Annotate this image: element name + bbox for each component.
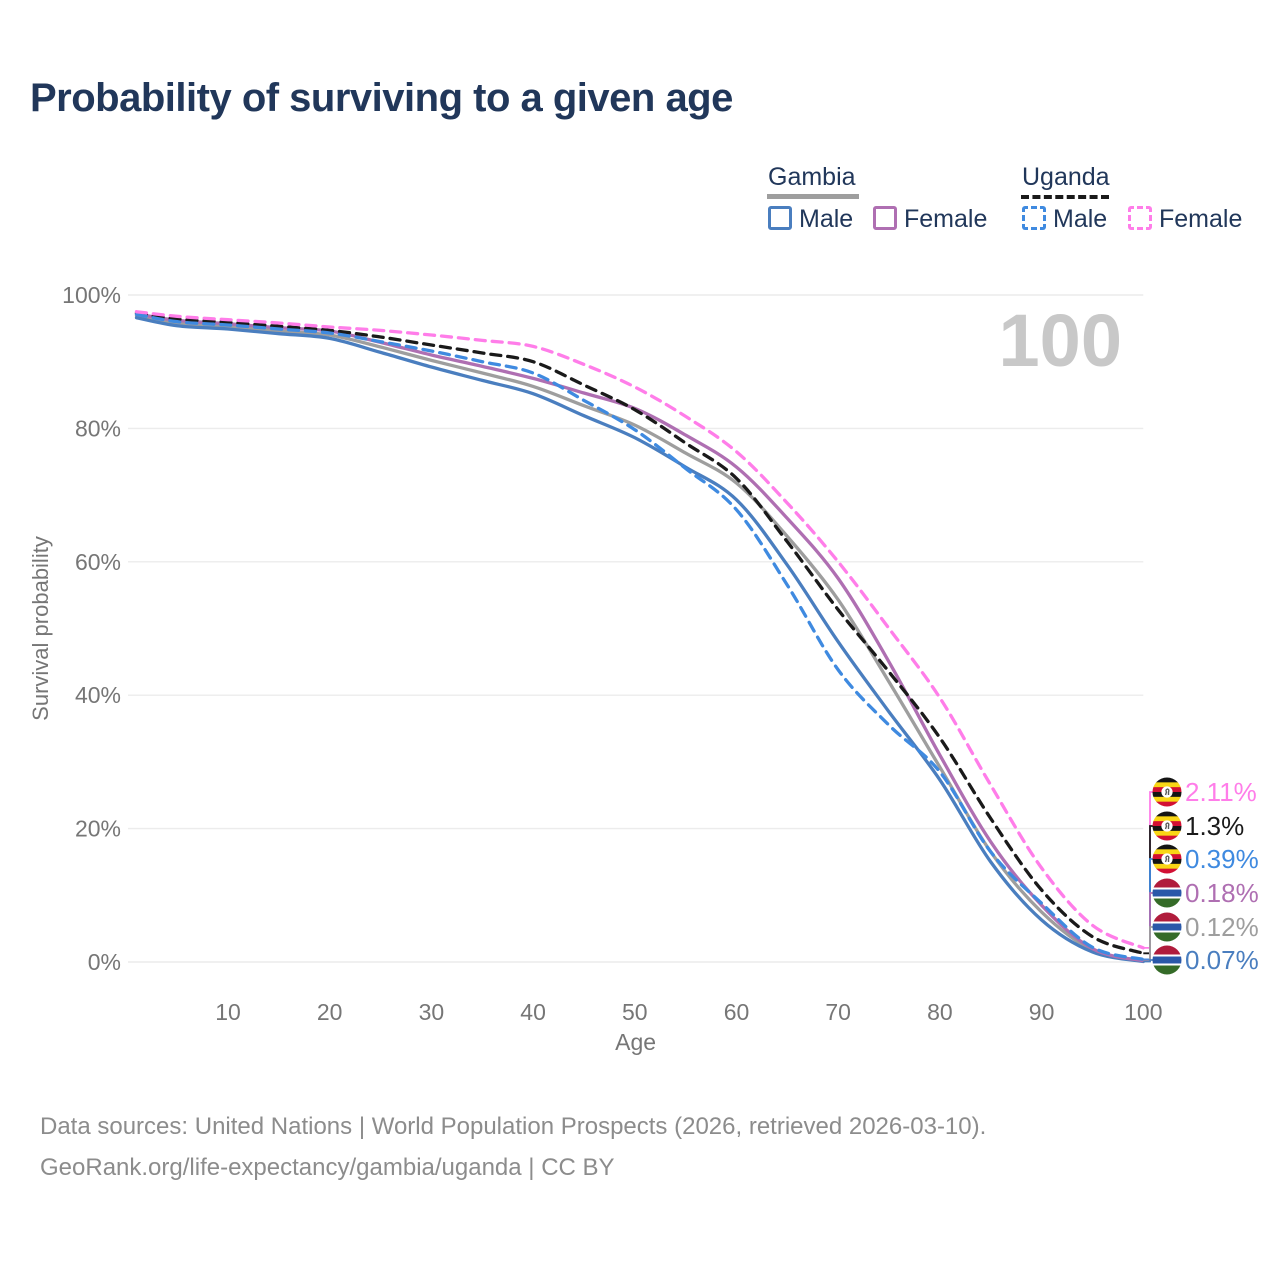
x-tick-label: 20: [317, 999, 343, 1025]
flag-stripe: [1152, 898, 1182, 908]
legend-label-gambia-male[interactable]: Male: [799, 205, 854, 233]
flag-stripe: [1152, 830, 1182, 837]
x-tick-label: 30: [419, 999, 445, 1025]
y-tick-label: 60%: [75, 549, 121, 575]
end-value-label: 0.18%: [1185, 878, 1259, 908]
flag-stripe: [1152, 965, 1182, 975]
end-value-label: 0.39%: [1185, 844, 1259, 874]
flag-stripe: [1152, 796, 1182, 803]
legend-group-gambia: Gambia: [768, 163, 856, 191]
legend-label-gambia-female[interactable]: Female: [904, 205, 988, 233]
flag-stripe: [1152, 889, 1182, 897]
page-title: Probability of surviving to a given age: [30, 76, 733, 120]
flag-stripe: [1152, 954, 1182, 957]
flag-stripe: [1152, 868, 1182, 874]
flag-stripe: [1152, 921, 1182, 924]
flag-crane-emblem: [1164, 822, 1170, 830]
flag-icon-gambia: [1152, 945, 1182, 975]
flag-stripe: [1152, 782, 1182, 788]
x-tick-label: 80: [927, 999, 953, 1025]
series-line-uganda-male: [134, 312, 1145, 962]
flag-stripe: [1152, 835, 1182, 841]
legend-checkbox-gambia-female[interactable]: [873, 206, 897, 230]
flag-stripe: [1152, 896, 1182, 899]
legend-label-uganda-male[interactable]: Male: [1053, 205, 1108, 233]
y-axis-title: Survival probability: [28, 536, 53, 721]
y-tick-label: 80%: [75, 415, 121, 441]
x-tick-label: 40: [520, 999, 546, 1025]
flag-stripe: [1152, 887, 1182, 890]
flag-stripe: [1152, 816, 1182, 822]
legend-checkbox-uganda-male[interactable]: [1022, 206, 1046, 230]
data-sources-text: Data sources: United Nations | World Pop…: [40, 1113, 987, 1140]
flag-stripe: [1152, 849, 1182, 855]
end-value-label: 1.3%: [1185, 811, 1244, 841]
x-tick-label: 60: [724, 999, 750, 1025]
flag-stripe: [1152, 945, 1182, 955]
chart-legend: Gambia Male Female Uganda Male Female: [0, 160, 1280, 240]
end-value-label: 0.12%: [1185, 912, 1259, 942]
series-line-uganda-both: [134, 311, 1145, 955]
flag-stripe: [1152, 963, 1182, 966]
flag-crane-emblem: [1164, 788, 1170, 796]
flag-icon-uganda: [1152, 811, 1182, 841]
y-tick-label: 100%: [62, 282, 121, 308]
flag-stripe: [1152, 811, 1182, 817]
flag-stripe: [1152, 912, 1182, 922]
flag-stripe: [1152, 777, 1182, 783]
legend-label-uganda-female[interactable]: Female: [1159, 205, 1243, 233]
legend-checkbox-gambia-male[interactable]: [768, 206, 792, 230]
source-url-text[interactable]: GeoRank.org/life-expectancy/gambia/ugand…: [40, 1154, 615, 1181]
flag-icon-uganda: [1152, 844, 1182, 874]
flag-stripe: [1152, 801, 1182, 807]
series-line-uganda-female: [134, 310, 1145, 950]
end-value-label: 2.11%: [1185, 777, 1257, 807]
chart-footer: Data sources: United Nations | World Pop…: [40, 1106, 986, 1188]
y-tick-label: 40%: [75, 682, 121, 708]
legend-group-uganda: Uganda: [1022, 163, 1110, 191]
flag-stripe: [1152, 930, 1182, 933]
flag-icon-uganda: [1152, 777, 1182, 807]
flag-stripe: [1152, 932, 1182, 942]
x-axis-title: Age: [615, 1029, 656, 1055]
end-value-label: 0.07%: [1185, 945, 1259, 975]
age-watermark: 100: [999, 299, 1122, 382]
flag-stripe: [1152, 923, 1182, 931]
flag-icon-gambia: [1152, 878, 1182, 908]
flag-stripe: [1152, 878, 1182, 888]
x-tick-label: 90: [1029, 999, 1055, 1025]
x-tick-label: 50: [622, 999, 648, 1025]
series-line-gambia-male: [134, 316, 1145, 964]
x-tick-label: 10: [215, 999, 241, 1025]
flag-stripe: [1152, 863, 1182, 870]
x-tick-label: 70: [825, 999, 851, 1025]
flag-stripe: [1152, 956, 1182, 964]
legend-line-sample-uganda: [1021, 195, 1109, 199]
legend-line-sample-gambia: [767, 194, 859, 199]
flag-crane-emblem: [1164, 855, 1170, 863]
flag-stripe: [1152, 844, 1182, 850]
y-tick-label: 0%: [88, 949, 121, 975]
legend-checkbox-uganda-female[interactable]: [1128, 206, 1152, 230]
x-tick-label: 100: [1124, 999, 1162, 1025]
flag-icon-gambia: [1152, 912, 1182, 942]
y-tick-label: 20%: [75, 816, 121, 842]
